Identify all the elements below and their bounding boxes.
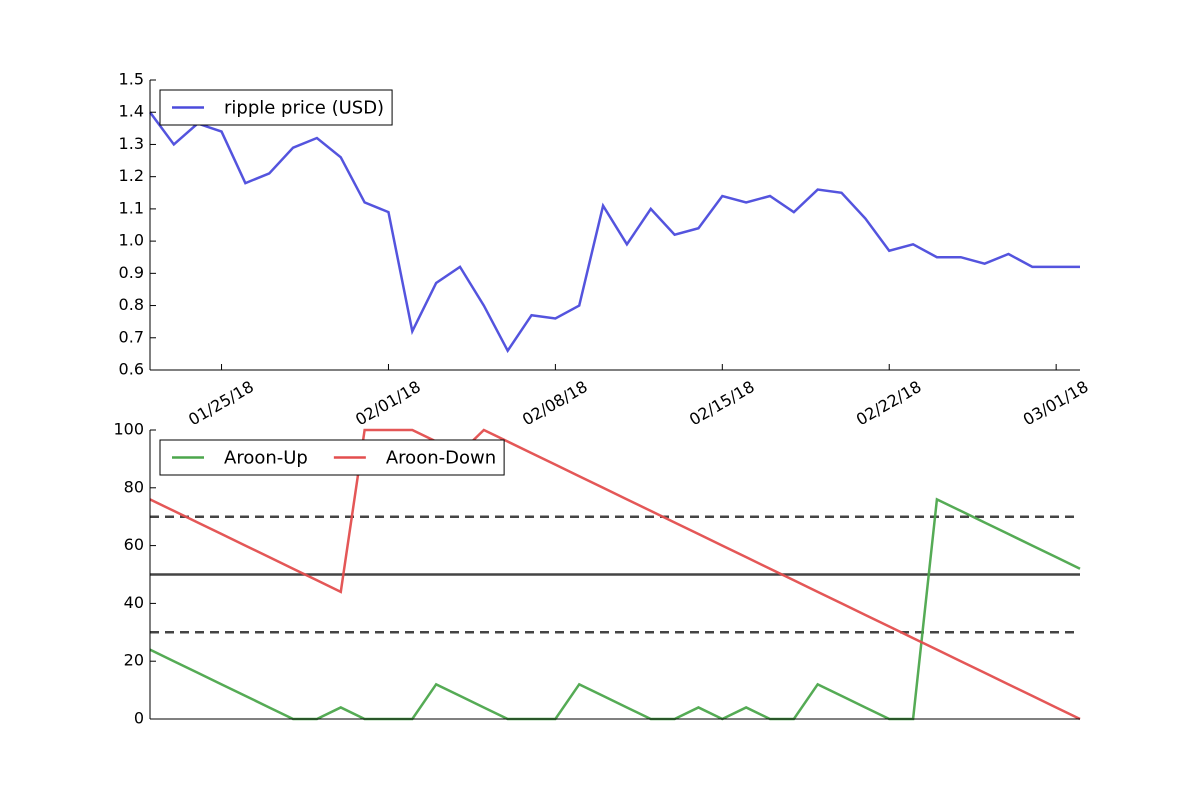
y-tick-label: 60 <box>124 535 144 554</box>
x-tick-label: 02/22/18 <box>853 377 925 429</box>
y-tick-label: 20 <box>124 651 144 670</box>
legend: ripple price (USD) <box>159 89 393 126</box>
legend-box <box>159 439 505 476</box>
y-tick-label: 0.7 <box>119 327 144 346</box>
y-tick-label: 100 <box>113 420 144 439</box>
y-tick-label: 80 <box>124 477 144 496</box>
y-tick-label: 1.1 <box>119 198 144 217</box>
y-tick-label: 0.6 <box>119 360 144 379</box>
series-line <box>149 497 1081 721</box>
legend-label: Aroon-Down <box>386 448 496 469</box>
y-tick-label: 1.3 <box>119 134 144 153</box>
series-line <box>149 428 1081 721</box>
y-tick-label: 1.4 <box>119 102 144 121</box>
y-tick-label: 0.9 <box>119 263 144 282</box>
y-tick-label: 0 <box>134 709 144 728</box>
y-tick-label: 1.0 <box>119 231 144 250</box>
legend: Aroon-Up Aroon-Down <box>159 439 505 476</box>
x-tick-label: 02/15/18 <box>686 377 758 429</box>
x-tick-label: 02/01/18 <box>352 377 424 429</box>
y-tick-label: 0.8 <box>119 295 144 314</box>
legend-box <box>159 89 393 126</box>
legend-label: Aroon-Up <box>224 448 308 469</box>
series-line <box>148 111 1080 354</box>
x-tick-label: 03/01/18 <box>1020 377 1092 429</box>
y-tick-label: 1.2 <box>119 166 144 185</box>
x-tick-label: 01/25/18 <box>185 377 257 429</box>
x-tick-label: 02/08/18 <box>519 377 591 429</box>
y-tick-label: 1.5 <box>119 70 144 89</box>
legend-label: ripple price (USD) <box>224 98 384 119</box>
y-tick-label: 40 <box>124 593 144 612</box>
